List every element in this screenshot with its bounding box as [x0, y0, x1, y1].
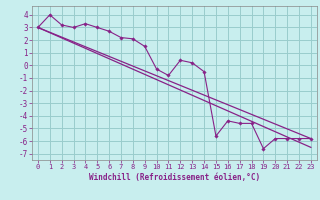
X-axis label: Windchill (Refroidissement éolien,°C): Windchill (Refroidissement éolien,°C) — [89, 173, 260, 182]
